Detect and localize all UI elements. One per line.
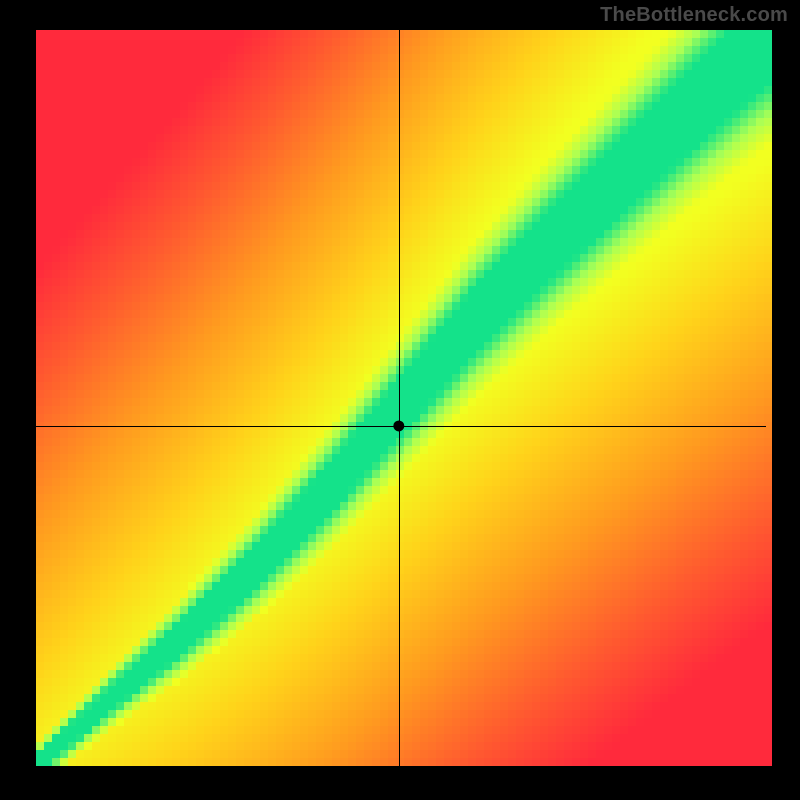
watermark-text: TheBottleneck.com [600,4,788,27]
figure-root: TheBottleneck.com [0,0,800,800]
bottleneck-heatmap-canvas [0,0,800,800]
